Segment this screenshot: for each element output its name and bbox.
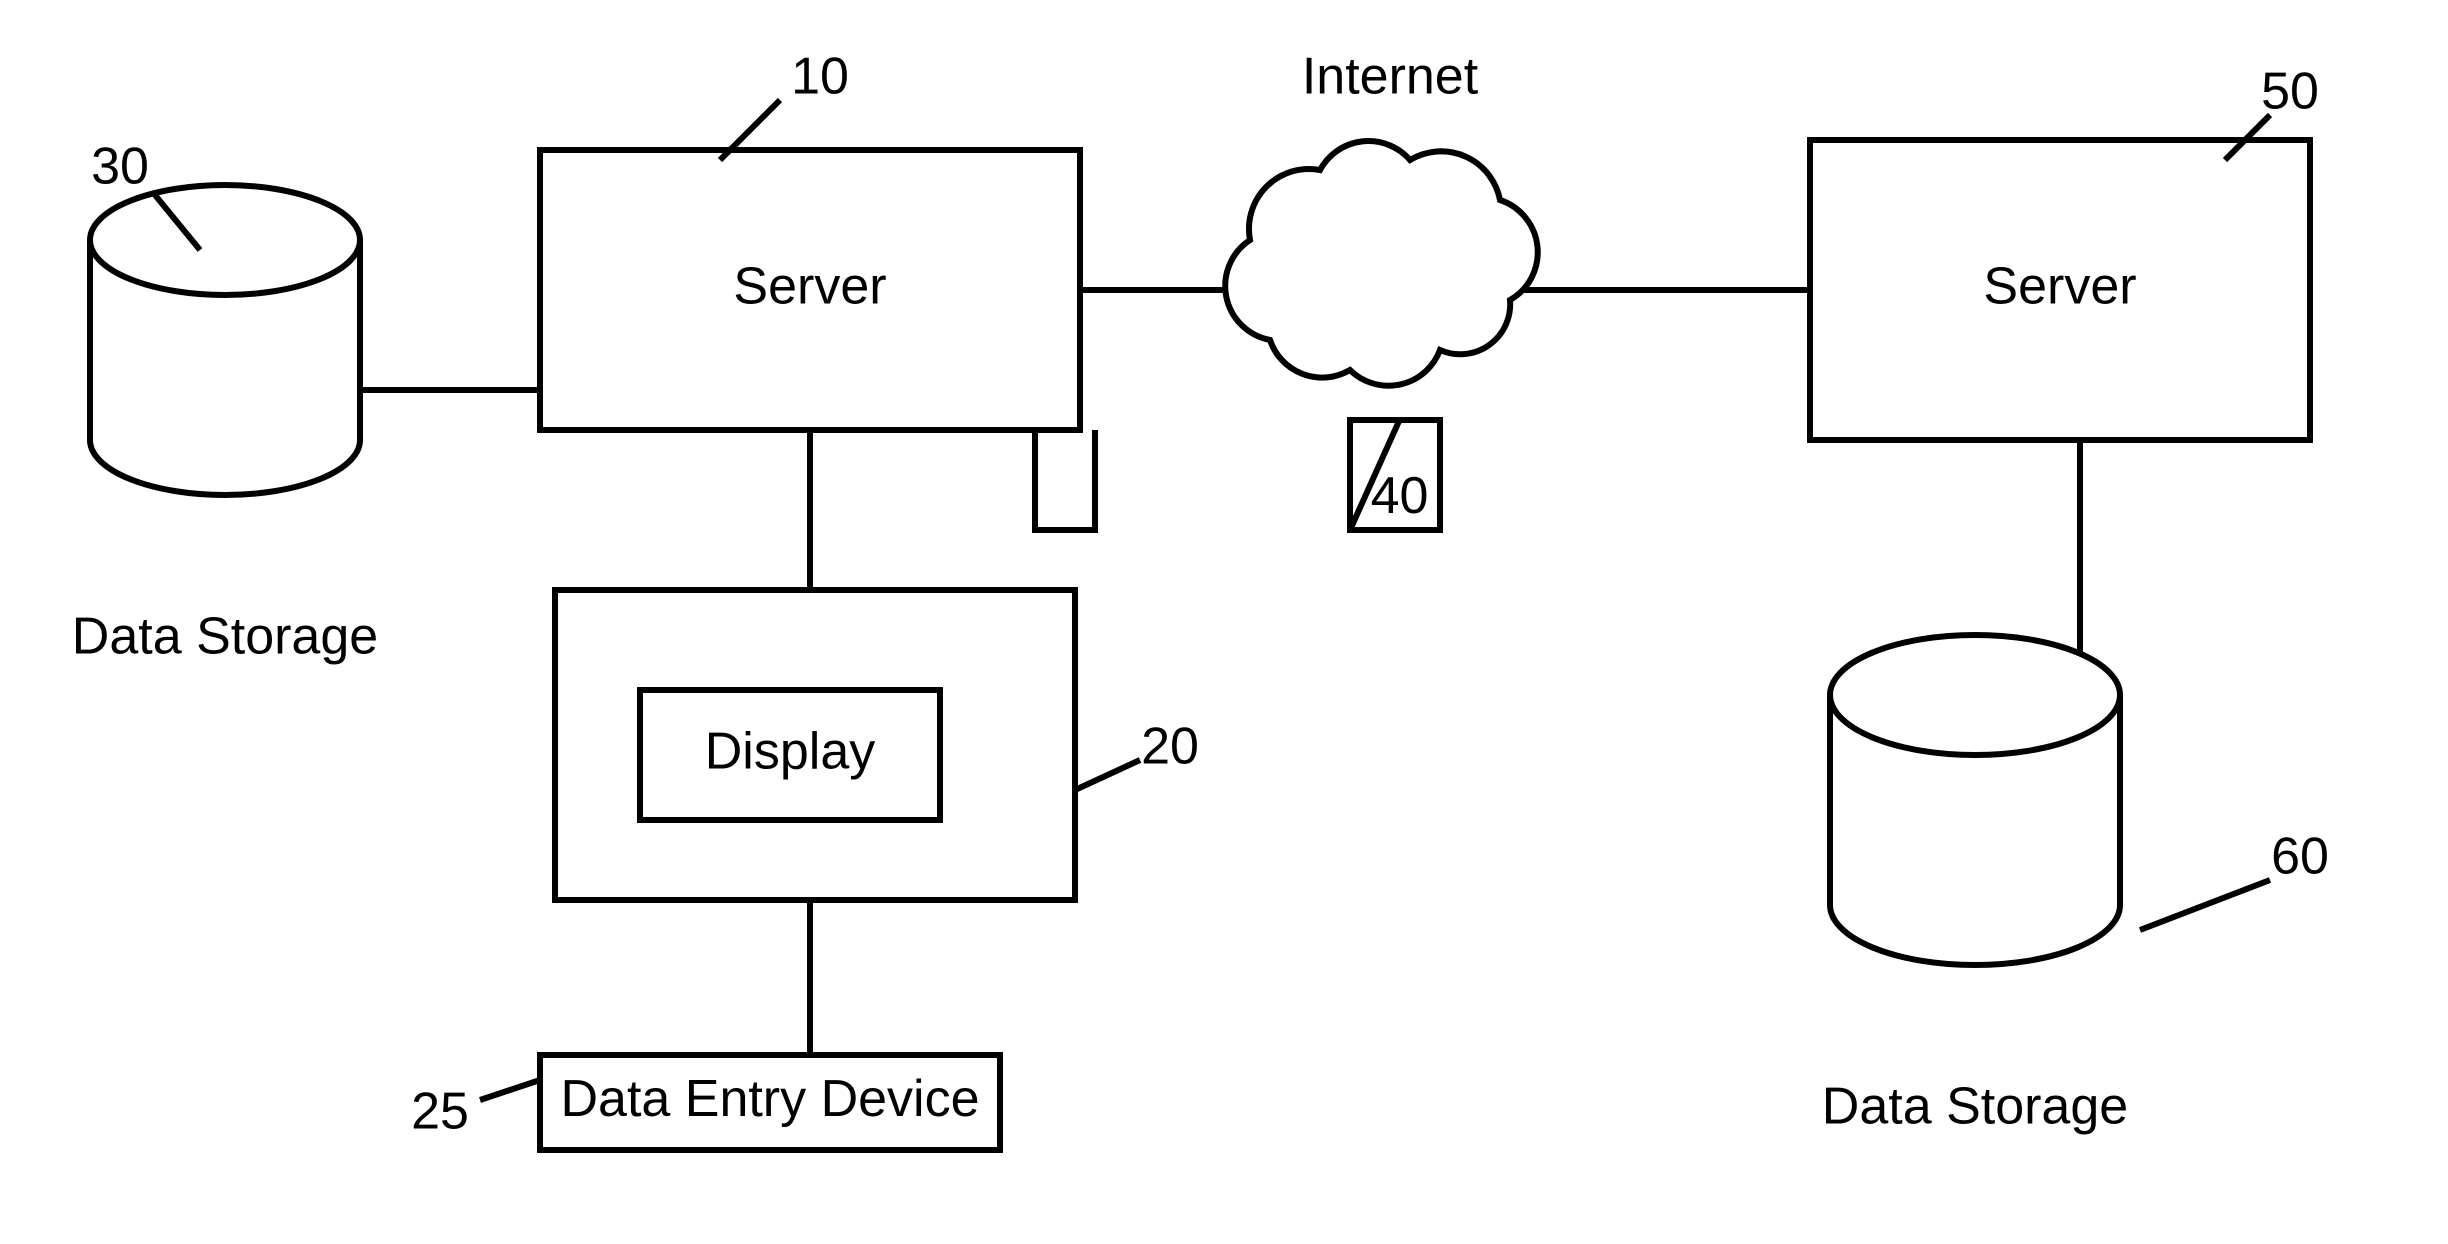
- server_right-label: Server: [1983, 258, 2136, 316]
- storage_right-top: [1830, 635, 2120, 755]
- ref-lead-25: [480, 1080, 540, 1100]
- ref-25: 25: [411, 1083, 469, 1141]
- cloud_tag-label: 40: [1371, 467, 1429, 525]
- ref-10: 10: [791, 48, 849, 106]
- data_entry-label: Data Entry Device: [560, 1070, 979, 1128]
- ref-30: 30: [91, 138, 149, 196]
- ref-60: 60: [2271, 828, 2329, 886]
- ref-20: 20: [1141, 718, 1199, 776]
- display_inner-label: Display: [705, 723, 876, 781]
- ref-lead-20: [1075, 760, 1140, 790]
- storage_left-top: [90, 185, 360, 295]
- storage_right-label: Data Storage: [1822, 1078, 2128, 1136]
- ref-50: 50: [2261, 63, 2319, 121]
- storage_left-label: Data Storage: [72, 608, 378, 666]
- cloud-icon: [1225, 141, 1538, 386]
- cloud-label: Internet: [1302, 48, 1479, 106]
- server_left-label: Server: [733, 258, 886, 316]
- ref-lead-60: [2140, 880, 2270, 930]
- connector: [1035, 430, 1095, 530]
